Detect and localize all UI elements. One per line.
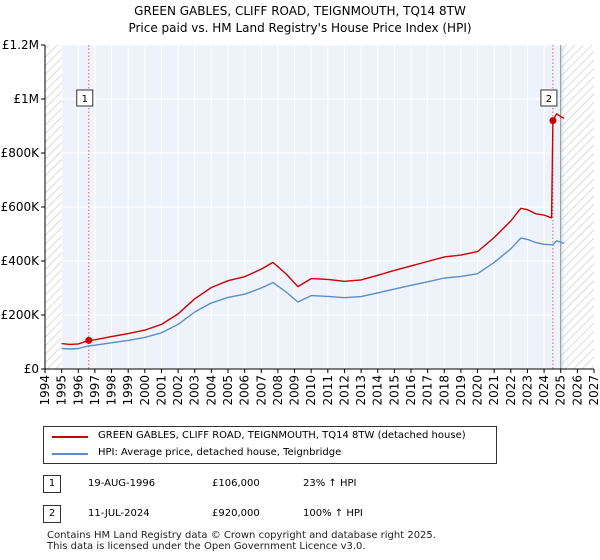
x-tick-label: 2017 [421, 375, 435, 406]
x-tick-label: 2005 [221, 375, 235, 406]
sale-date: 19-AUG-1996 [88, 478, 156, 489]
footer-line-2: This data is licensed under the Open Gov… [47, 541, 366, 552]
x-tick-label: 1998 [105, 375, 119, 406]
sale-hpi-change: 100% ↑ HPI [303, 508, 363, 519]
x-tick-label: 2003 [188, 375, 202, 406]
legend-swatch-hpi [52, 453, 88, 455]
x-tick-label: 2009 [288, 375, 302, 406]
x-tick-label: 2027 [587, 375, 600, 406]
sale-point [549, 117, 557, 125]
x-tick-label: 2001 [154, 375, 168, 406]
y-tick-label: £600K [1, 200, 41, 214]
x-tick-label: 2016 [404, 375, 418, 406]
legend-label-property: GREEN GABLES, CLIFF ROAD, TEIGNMOUTH, TQ… [98, 430, 466, 441]
x-tick-label: 2012 [337, 375, 351, 406]
x-tick-label: 2000 [138, 375, 152, 406]
y-tick-label: £800K [1, 146, 41, 160]
sale-price: £106,000 [212, 478, 260, 489]
x-tick-label: 2011 [321, 375, 335, 406]
chart-title: GREEN GABLES, CLIFF ROAD, TEIGNMOUTH, TQ… [134, 4, 466, 18]
x-tick-label: 1996 [71, 375, 85, 406]
y-tick-label: £1.2M [2, 38, 39, 52]
x-tick-label: 2024 [537, 375, 551, 406]
x-tick-label: 2022 [504, 375, 518, 406]
x-tick-label: 2018 [437, 375, 451, 406]
x-tick-label: 1994 [38, 375, 52, 406]
y-tick-label: £400K [1, 254, 41, 268]
x-tick-label: 2021 [487, 375, 501, 406]
sale-point [85, 336, 93, 344]
x-tick-label: 2020 [471, 375, 485, 406]
hatched-region-before [45, 45, 62, 369]
x-tick-label: 2019 [454, 375, 468, 406]
annotation-box [540, 89, 558, 107]
y-tick-label: £200K [1, 308, 41, 322]
annotation-box [76, 89, 94, 107]
sale-number-badge: 1 [43, 475, 61, 493]
y-tick-label: £0 [24, 362, 39, 376]
y-tick-label: £1M [13, 92, 39, 106]
sale-date: 11-JUL-2024 [88, 508, 150, 519]
x-tick-label: 2013 [354, 375, 368, 406]
x-tick-label: 2025 [554, 375, 568, 406]
x-tick-label: 2014 [371, 375, 385, 406]
x-tick-label: 1999 [121, 375, 135, 406]
x-tick-label: 2010 [304, 375, 318, 406]
hatched-region-after [560, 45, 594, 369]
copyright-footer: Contains HM Land Registry data © Crown c… [47, 530, 436, 552]
sale-number-badge: 2 [43, 505, 61, 523]
annotation-label: 1 [82, 94, 88, 105]
sale-price: £920,000 [212, 508, 260, 519]
property-price-line [61, 113, 565, 346]
chart-legend: GREEN GABLES, CLIFF ROAD, TEIGNMOUTH, TQ… [43, 426, 497, 464]
x-tick-label: 2023 [520, 375, 534, 406]
footer-line-1: Contains HM Land Registry data © Crown c… [47, 530, 436, 541]
x-tick-label: 2007 [254, 375, 268, 406]
x-tick-label: 2006 [238, 375, 252, 406]
x-tick-label: 1997 [88, 375, 102, 406]
sale-hpi-change: 23% ↑ HPI [303, 478, 357, 489]
chart-subtitle: Price paid vs. HM Land Registry's House … [128, 21, 472, 35]
x-tick-label: 2008 [271, 375, 285, 406]
x-tick-label: 2004 [204, 375, 218, 406]
hpi-line [61, 237, 565, 350]
legend-swatch-property [52, 436, 88, 438]
x-tick-label: 1995 [55, 375, 69, 406]
x-tick-label: 2002 [171, 375, 185, 406]
x-tick-label: 2026 [570, 375, 584, 406]
annotation-label: 2 [546, 94, 552, 105]
x-tick-label: 2015 [387, 375, 401, 406]
legend-label-hpi: HPI: Average price, detached house, Teig… [98, 447, 342, 458]
